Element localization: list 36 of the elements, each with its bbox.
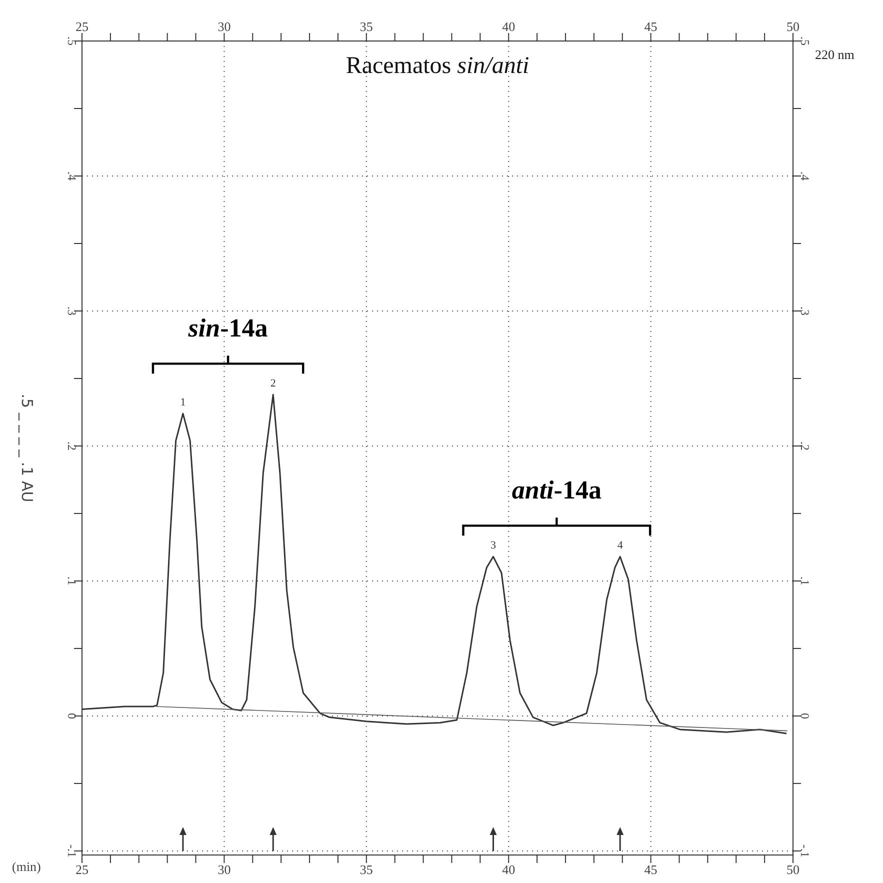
x2-tick-label: 45 (644, 862, 658, 878)
y2-tick-label: 0 (798, 712, 812, 719)
annotation: sin-14a (187, 314, 268, 343)
y2-tick-label: .2 (798, 441, 812, 450)
y2-tick-label: .1 (798, 576, 812, 586)
y2-tick-label: .5 (798, 36, 812, 46)
x-axis-title: (min) (12, 859, 41, 874)
x-tick-label: 50 (786, 19, 800, 34)
y2-tick-label: -.1 (798, 844, 812, 858)
y-tick-label: .5 (65, 36, 79, 46)
x2-tick-label: 40 (502, 862, 516, 878)
annotation: anti-14a (512, 476, 602, 505)
x2-tick-label: 35 (360, 862, 373, 878)
annotation: 3 (490, 540, 496, 552)
x-tick-label: 30 (218, 19, 231, 34)
y-tick-label: .3 (65, 306, 79, 316)
text: 220 nm (815, 47, 854, 62)
y-tick-label: -.1 (65, 844, 79, 858)
y-tick-label: .1 (65, 576, 79, 586)
y-tick-label: .4 (65, 171, 79, 180)
x-tick-label: 35 (360, 19, 373, 34)
x-tick-label: 25 (76, 19, 88, 34)
y-tick-label: 0 (65, 712, 79, 719)
y2-tick-label: .4 (798, 171, 812, 180)
y-axis-title: .5 _ _ _ _ .1 AU (18, 394, 36, 502)
y2-tick-label: .3 (798, 306, 812, 316)
annotation: 1 (180, 396, 186, 409)
x2-tick-label: 30 (218, 862, 231, 878)
y-tick-label: .2 (65, 441, 79, 450)
annotation: 2 (270, 378, 276, 390)
x-tick-label: 45 (644, 19, 658, 34)
x2-tick-label: 50 (786, 862, 800, 878)
x-tick-label: 40 (502, 19, 516, 34)
annotation: 4 (617, 540, 624, 552)
text: Racematos sin/anti (346, 53, 530, 79)
x2-tick-label: 25 (76, 862, 88, 878)
